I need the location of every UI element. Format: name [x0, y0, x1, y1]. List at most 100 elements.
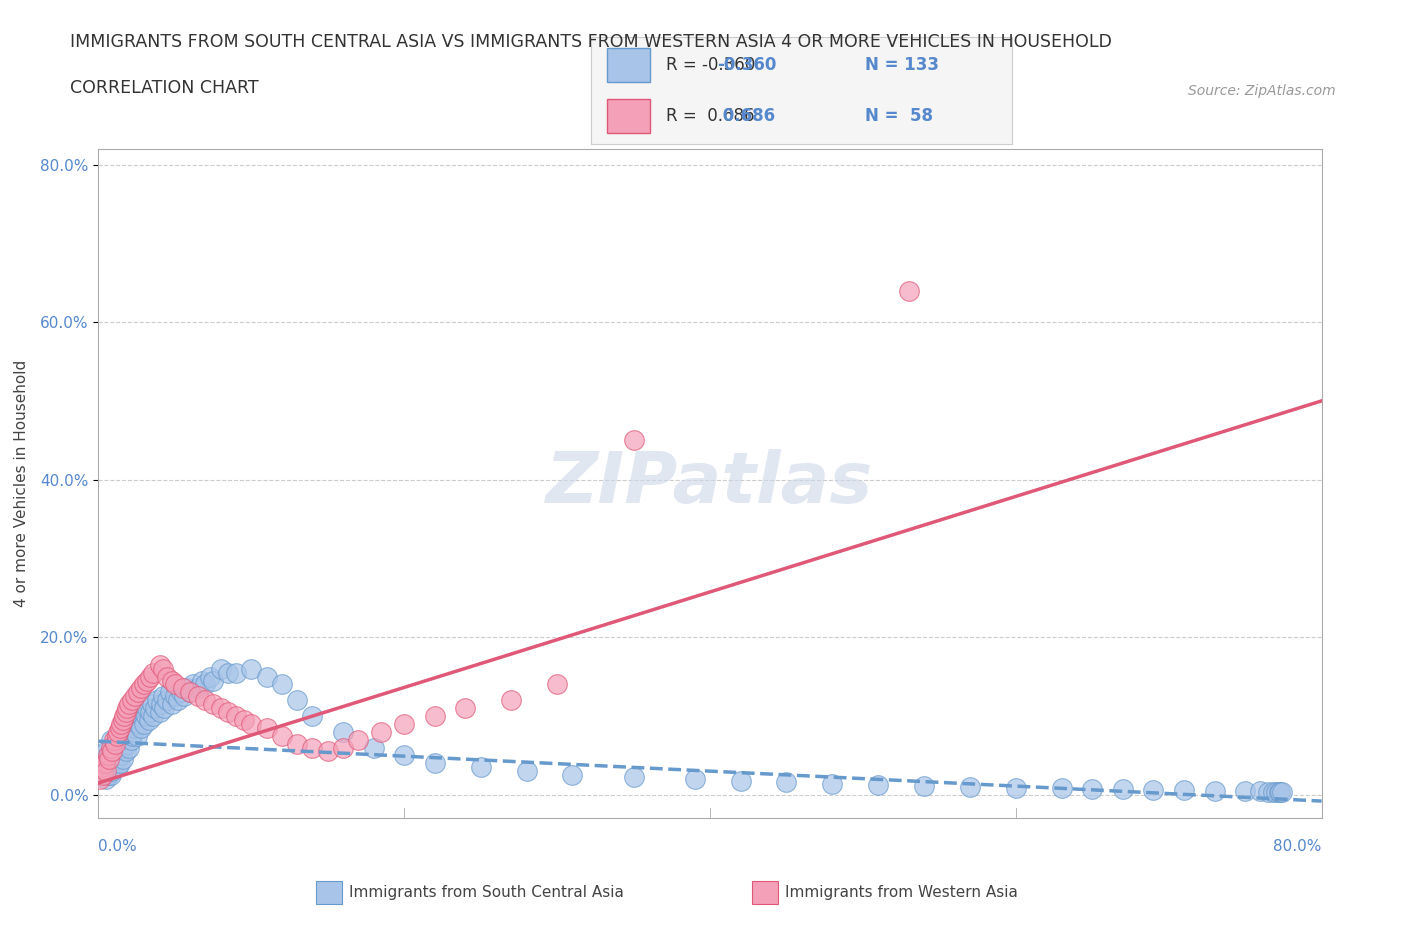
Point: [160, 673, 183, 688]
Point: [100, 740, 122, 755]
Point: [194, 677, 217, 692]
Text: -0.360: -0.360: [717, 56, 776, 74]
Point: [623, 432, 645, 447]
Point: [156, 670, 179, 684]
Point: [256, 670, 278, 684]
Point: [775, 775, 797, 790]
Point: [93, 767, 115, 782]
Point: [1264, 784, 1286, 799]
Point: [108, 721, 131, 736]
Point: [117, 700, 139, 715]
Point: [118, 697, 141, 711]
Point: [98, 751, 121, 766]
Point: [225, 709, 247, 724]
Point: [332, 740, 354, 755]
Point: [1050, 781, 1073, 796]
Point: [1204, 783, 1226, 798]
Point: [821, 777, 844, 791]
Point: [136, 673, 159, 688]
Point: [94, 772, 117, 787]
Point: [159, 684, 181, 699]
Point: [100, 767, 122, 782]
Point: [1249, 783, 1271, 798]
Point: [127, 684, 149, 699]
Point: [167, 693, 190, 708]
Text: 0.686: 0.686: [717, 107, 775, 126]
Point: [93, 751, 115, 766]
Point: [128, 709, 150, 724]
Point: [240, 716, 263, 731]
Point: [730, 773, 752, 788]
Point: [172, 681, 194, 696]
Point: [103, 760, 125, 775]
Point: [110, 748, 132, 763]
Point: [127, 716, 149, 731]
Point: [97, 748, 120, 763]
Point: [160, 697, 183, 711]
Text: CORRELATION CHART: CORRELATION CHART: [70, 79, 259, 97]
Point: [683, 772, 706, 787]
Text: ZIPatlas: ZIPatlas: [547, 449, 873, 518]
Point: [546, 677, 568, 692]
Point: [112, 709, 135, 724]
Point: [138, 712, 160, 727]
Point: [270, 728, 292, 743]
Text: Immigrants from South Central Asia: Immigrants from South Central Asia: [349, 885, 624, 900]
Point: [912, 778, 935, 793]
Point: [209, 661, 232, 676]
Point: [111, 712, 134, 727]
Point: [121, 716, 143, 731]
Point: [1234, 783, 1257, 798]
Point: [149, 705, 172, 720]
Text: Source: ZipAtlas.com: Source: ZipAtlas.com: [1188, 84, 1336, 98]
Point: [100, 751, 122, 766]
Point: [256, 721, 278, 736]
Point: [91, 767, 114, 782]
Text: R =  0.686: R = 0.686: [666, 107, 755, 126]
Point: [141, 697, 163, 711]
Point: [202, 697, 225, 711]
Y-axis label: 4 or more Vehicles in Household: 4 or more Vehicles in Household: [14, 360, 30, 607]
Point: [179, 684, 201, 699]
Point: [170, 684, 193, 699]
Point: [94, 744, 117, 759]
Point: [135, 709, 157, 724]
Point: [120, 732, 142, 747]
Point: [217, 705, 239, 720]
Point: [134, 677, 156, 692]
Point: [107, 724, 129, 739]
Bar: [607, 48, 650, 82]
Point: [104, 737, 127, 751]
Point: [91, 764, 114, 778]
Point: [108, 756, 131, 771]
Point: [111, 751, 134, 766]
Point: [98, 764, 121, 778]
Text: N =  58: N = 58: [865, 107, 932, 126]
Point: [121, 693, 143, 708]
Point: [122, 724, 145, 739]
Bar: [607, 100, 650, 134]
Point: [94, 764, 117, 778]
Point: [143, 700, 166, 715]
Point: [1257, 784, 1279, 799]
Text: IMMIGRANTS FROM SOUTH CENTRAL ASIA VS IMMIGRANTS FROM WESTERN ASIA 4 OR MORE VEH: IMMIGRANTS FROM SOUTH CENTRAL ASIA VS IM…: [70, 33, 1112, 50]
Point: [129, 681, 152, 696]
Point: [163, 689, 186, 704]
Text: 80.0%: 80.0%: [1274, 839, 1322, 854]
Point: [179, 684, 201, 699]
Point: [198, 670, 221, 684]
Point: [392, 716, 416, 731]
Point: [104, 756, 127, 771]
Point: [90, 748, 112, 763]
Point: [1270, 785, 1292, 800]
Point: [150, 697, 173, 711]
Point: [139, 670, 162, 684]
Point: [1173, 783, 1195, 798]
Point: [142, 709, 165, 724]
Point: [132, 705, 155, 720]
Point: [209, 700, 232, 715]
Point: [1271, 785, 1294, 800]
Point: [392, 748, 416, 763]
Point: [225, 665, 247, 680]
Point: [301, 740, 323, 755]
